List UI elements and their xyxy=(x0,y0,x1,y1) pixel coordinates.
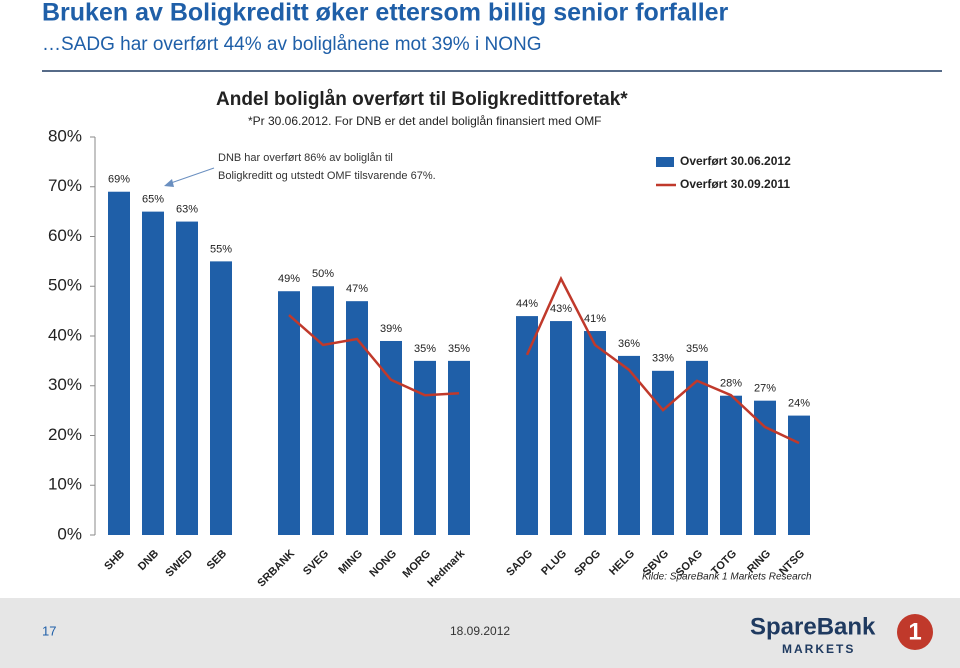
value-label: 55% xyxy=(210,243,232,255)
x-tick-label: SHB xyxy=(102,548,127,573)
value-label: 63% xyxy=(176,203,198,215)
bar xyxy=(584,331,606,535)
y-tick-label: 20% xyxy=(48,425,82,444)
annotation: Boligkreditt og utstedt OMF tilsvarende … xyxy=(218,170,436,182)
x-tick-label: SWED xyxy=(163,548,195,580)
x-tick-label: Hedmark xyxy=(425,547,467,589)
x-tick-label: SPOG xyxy=(572,548,603,579)
x-tick-label: MORG xyxy=(400,548,433,581)
bar xyxy=(618,355,640,535)
logo-circle xyxy=(897,614,933,650)
bar xyxy=(686,360,708,535)
value-label: 35% xyxy=(686,343,708,355)
y-tick-label: 40% xyxy=(48,325,82,344)
x-tick-label: PLUG xyxy=(539,548,569,578)
bar xyxy=(516,316,538,535)
y-tick-label: 80% xyxy=(48,126,82,145)
x-tick-label: SEB xyxy=(205,548,230,573)
line xyxy=(288,275,800,445)
date: 18.09.2012 xyxy=(450,624,510,638)
value-label: 35% xyxy=(414,343,436,355)
value-label: 24% xyxy=(788,398,810,410)
value-label: 33% xyxy=(652,353,674,365)
legend-swatch xyxy=(656,157,674,167)
value-label: 35% xyxy=(448,343,470,355)
x-tick-label: NONG xyxy=(367,548,399,580)
chart-title: Andel boliglån overført til Boligkreditt… xyxy=(216,89,628,110)
value-label: 39% xyxy=(380,323,402,335)
x-tick-label: MING xyxy=(336,548,365,577)
y-tick-label: 60% xyxy=(48,226,82,245)
x-tick-label: SADG xyxy=(504,548,535,579)
value-label: 27% xyxy=(754,383,776,395)
chart-subtitle: *Pr 30.06.2012. For DNB er det andel bol… xyxy=(248,114,602,128)
value-label: 69% xyxy=(108,174,130,186)
y-tick-label: 10% xyxy=(48,475,82,494)
bar xyxy=(414,360,436,535)
y-tick-label: 70% xyxy=(48,176,82,195)
annotation-arrow xyxy=(167,167,215,185)
value-label: 49% xyxy=(278,273,300,285)
bar xyxy=(312,286,334,535)
bar xyxy=(176,221,198,535)
bar xyxy=(652,370,674,535)
bar xyxy=(448,360,470,535)
x-tick-label: DNB xyxy=(136,548,161,573)
annotation: DNB har overført 86% av boliglån til xyxy=(218,152,393,164)
value-label: 44% xyxy=(516,298,538,310)
arrow-head xyxy=(164,179,174,187)
x-tick-label: HELG xyxy=(607,548,637,578)
bar xyxy=(346,301,368,535)
footer xyxy=(0,598,960,668)
legend-label: Overført 30.09.2011 xyxy=(680,177,790,191)
value-label: 43% xyxy=(550,303,572,315)
value-label: 36% xyxy=(618,338,640,350)
bar xyxy=(754,400,776,535)
logo-number: 1 xyxy=(908,618,921,645)
bar xyxy=(550,321,572,535)
bar xyxy=(142,211,164,535)
bar xyxy=(108,191,130,535)
x-tick-label: SRBANK xyxy=(255,548,297,590)
value-label: 65% xyxy=(142,194,164,206)
bar xyxy=(720,395,742,535)
bar xyxy=(380,340,402,535)
bar xyxy=(210,261,232,535)
bar xyxy=(788,415,810,535)
value-label: 50% xyxy=(312,268,334,280)
value-label: 47% xyxy=(346,283,368,295)
bar xyxy=(278,291,300,535)
slide-subtitle: …SADG har overført 44% av boliglånene mo… xyxy=(42,34,541,55)
x-tick-label: SVEG xyxy=(301,548,331,578)
y-tick-label: 0% xyxy=(57,524,82,543)
page-number: 17 xyxy=(42,623,56,638)
value-label: 28% xyxy=(720,378,742,390)
source: Kilde: SpareBank 1 Markets Research xyxy=(642,572,812,583)
logo-name: SpareBank xyxy=(750,613,876,640)
logo-sub: MARKETS xyxy=(782,642,855,656)
legend-label: Overført 30.06.2012 xyxy=(680,154,791,168)
value-label: 41% xyxy=(584,313,606,325)
y-tick-label: 50% xyxy=(48,276,82,295)
slide-title: Bruken av Boligkreditt øker ettersom bil… xyxy=(42,0,729,27)
y-tick-label: 30% xyxy=(48,375,82,394)
